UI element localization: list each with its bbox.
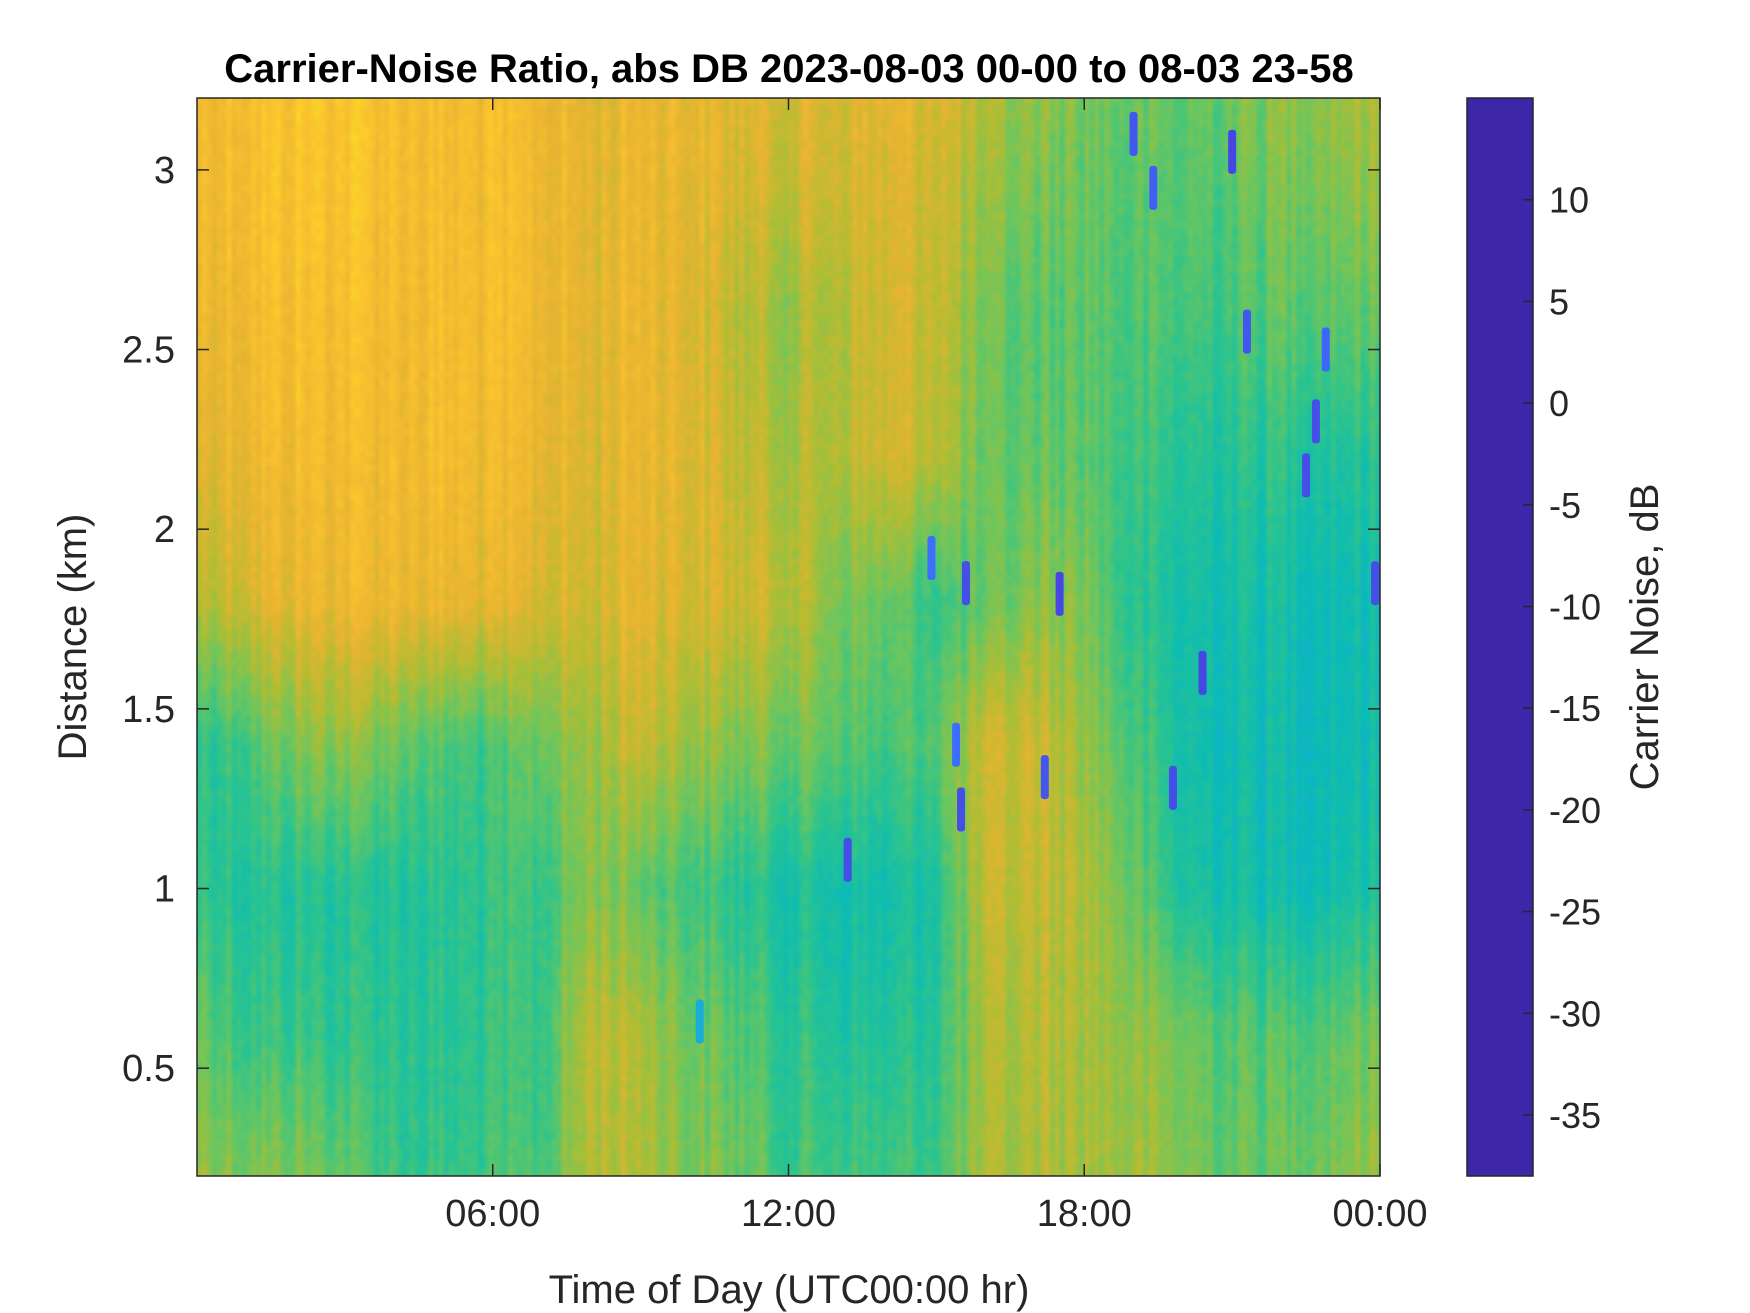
signal-feature	[1228, 129, 1237, 174]
heatmap-layer	[197, 98, 1380, 1176]
chart-title: Carrier-Noise Ratio, abs DB 2023-08-03 0…	[224, 47, 1353, 91]
x-tick-label: 06:00	[445, 1193, 540, 1235]
signal-feature	[1055, 571, 1064, 616]
colorbar-tick-label: -25	[1549, 892, 1601, 933]
signal-feature	[1149, 165, 1158, 210]
signal-feature	[1168, 765, 1177, 810]
signal-feature	[1371, 561, 1380, 606]
signal-feature	[1302, 453, 1311, 498]
colorbar-tick-label: -20	[1549, 790, 1601, 831]
signal-feature	[952, 722, 961, 767]
colorbar-tick-label: 5	[1549, 281, 1569, 322]
colorbar-tick-label: -5	[1549, 485, 1581, 526]
signal-feature	[1129, 111, 1138, 156]
colorbar-tick-label: 0	[1549, 383, 1569, 424]
x-tick-label: 00:00	[1332, 1193, 1427, 1235]
y-tick-label: 2.5	[122, 330, 175, 372]
signal-feature	[927, 535, 936, 580]
colorbar-tick-label: -15	[1549, 688, 1601, 729]
x-axis-ticks: 06:00 12:00 18:00 00:00	[445, 98, 1428, 1235]
signal-feature	[1040, 755, 1049, 800]
signal-feature	[1198, 650, 1207, 695]
signal-feature	[961, 561, 970, 606]
y-tick-label: 3	[154, 150, 175, 192]
colorbar	[1466, 97, 1534, 1177]
colorbar-tick-label: -30	[1549, 993, 1601, 1034]
signal-feature	[1321, 327, 1330, 372]
colorbar-label: Carrier Noise, dB	[1623, 484, 1667, 791]
x-tick-label: 18:00	[1037, 1193, 1132, 1235]
signal-feature	[957, 787, 966, 832]
y-tick-label: 0.5	[122, 1048, 175, 1090]
x-tick-label: 12:00	[741, 1193, 836, 1235]
colorbar-tick-label: -35	[1549, 1095, 1601, 1136]
y-tick-label: 1	[154, 869, 175, 911]
colorbar-ticks: 10 5 0 -5 -10 -15 -20 -25 -30 -35	[1523, 180, 1601, 1136]
x-axis-label: Time of Day (UTC00:00 hr)	[549, 1268, 1030, 1312]
colorbar-tick-label: 10	[1549, 180, 1589, 221]
y-tick-label: 2	[154, 509, 175, 551]
signal-feature	[1311, 399, 1320, 444]
heatmap-image	[197, 98, 1380, 1176]
signal-feature	[843, 837, 852, 882]
y-axis-label: Distance (km)	[51, 514, 95, 761]
signal-feature	[1242, 309, 1251, 354]
colorbar-tick-label: -10	[1549, 586, 1601, 627]
signal-feature	[695, 999, 704, 1044]
y-tick-label: 1.5	[122, 689, 175, 731]
y-axis-ticks: 0.5 1 1.5 2 2.5 3	[122, 150, 1380, 1090]
